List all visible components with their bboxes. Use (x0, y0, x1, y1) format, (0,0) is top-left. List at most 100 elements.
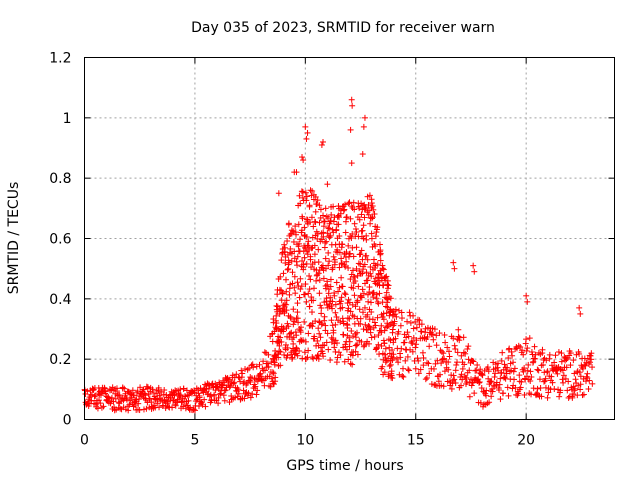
data-point (351, 274, 358, 281)
data-point (569, 394, 576, 401)
data-point (433, 342, 440, 349)
data-point (318, 236, 325, 243)
data-point (488, 393, 495, 400)
data-point (220, 392, 227, 399)
data-point (438, 360, 445, 367)
data-point (319, 262, 326, 269)
data-point (368, 309, 375, 316)
data-point (476, 379, 483, 386)
data-point (359, 151, 366, 158)
data-point (136, 407, 143, 414)
data-point (397, 354, 404, 361)
data-point (387, 295, 394, 302)
data-point (455, 326, 462, 333)
data-point (424, 359, 431, 366)
data-point (325, 215, 332, 222)
data-point (366, 340, 373, 347)
x-tick-label: 15 (407, 433, 425, 449)
data-point (417, 366, 424, 373)
data-point (381, 369, 388, 376)
data-point (338, 255, 345, 262)
data-point (510, 368, 517, 375)
data-point (468, 382, 475, 389)
data-point (353, 244, 360, 251)
data-point (325, 224, 332, 231)
data-point (348, 96, 355, 103)
data-point (320, 138, 326, 145)
data-point (400, 373, 407, 380)
data-point (340, 331, 347, 338)
data-point (215, 394, 222, 401)
data-point (278, 297, 285, 304)
data-point (348, 235, 355, 242)
data-point (305, 347, 312, 354)
data-point (301, 349, 308, 356)
data-point (260, 358, 267, 365)
data-point (185, 397, 192, 404)
data-point (341, 290, 348, 297)
data-point (368, 334, 375, 341)
data-point (276, 305, 283, 312)
data-point (308, 214, 315, 221)
data-point (191, 389, 198, 396)
data-point (523, 336, 530, 343)
data-point (358, 338, 365, 345)
data-point (563, 356, 570, 363)
data-point (429, 331, 436, 338)
data-point (280, 270, 287, 277)
data-point (299, 215, 306, 222)
data-point (295, 319, 302, 326)
data-point (386, 363, 393, 370)
data-point (323, 238, 330, 245)
data-point (329, 305, 336, 312)
data-point (321, 218, 328, 225)
data-point (564, 387, 571, 394)
data-point (361, 261, 368, 268)
data-point (368, 230, 375, 237)
data-point (245, 390, 252, 397)
data-point (416, 317, 423, 324)
data-point (261, 349, 268, 356)
data-point (463, 374, 470, 381)
data-point (570, 357, 577, 364)
data-point (285, 220, 292, 227)
data-point (156, 404, 163, 411)
data-point (515, 390, 522, 397)
data-point (571, 370, 578, 377)
data-point (483, 392, 490, 399)
data-point (346, 199, 353, 206)
data-point (452, 346, 459, 353)
data-point (379, 363, 386, 370)
data-point (322, 205, 329, 212)
data-point (446, 353, 453, 360)
data-point (589, 380, 596, 387)
data-point (404, 329, 411, 336)
data-point (471, 390, 478, 397)
data-point (385, 282, 392, 289)
data-point (333, 279, 340, 286)
data-point (508, 348, 515, 355)
data-point (412, 365, 419, 372)
data-point (405, 366, 412, 373)
data-point (376, 241, 383, 248)
data-point (351, 292, 358, 299)
data-point (315, 246, 322, 253)
data-point (424, 333, 431, 340)
data-point (130, 392, 137, 399)
y-tick-label: 1 (63, 111, 72, 127)
data-point (405, 367, 412, 374)
data-point (238, 367, 245, 374)
data-point (302, 123, 309, 130)
data-point (334, 340, 341, 347)
y-tick-label: 0.2 (49, 352, 71, 368)
data-point (317, 334, 324, 341)
data-point (345, 242, 352, 249)
data-point (359, 227, 366, 234)
data-point (307, 219, 314, 226)
data-point (307, 264, 314, 271)
data-point (346, 334, 353, 341)
data-point (323, 339, 330, 346)
data-point (483, 387, 490, 394)
data-point (330, 218, 337, 225)
data-point (516, 372, 523, 379)
